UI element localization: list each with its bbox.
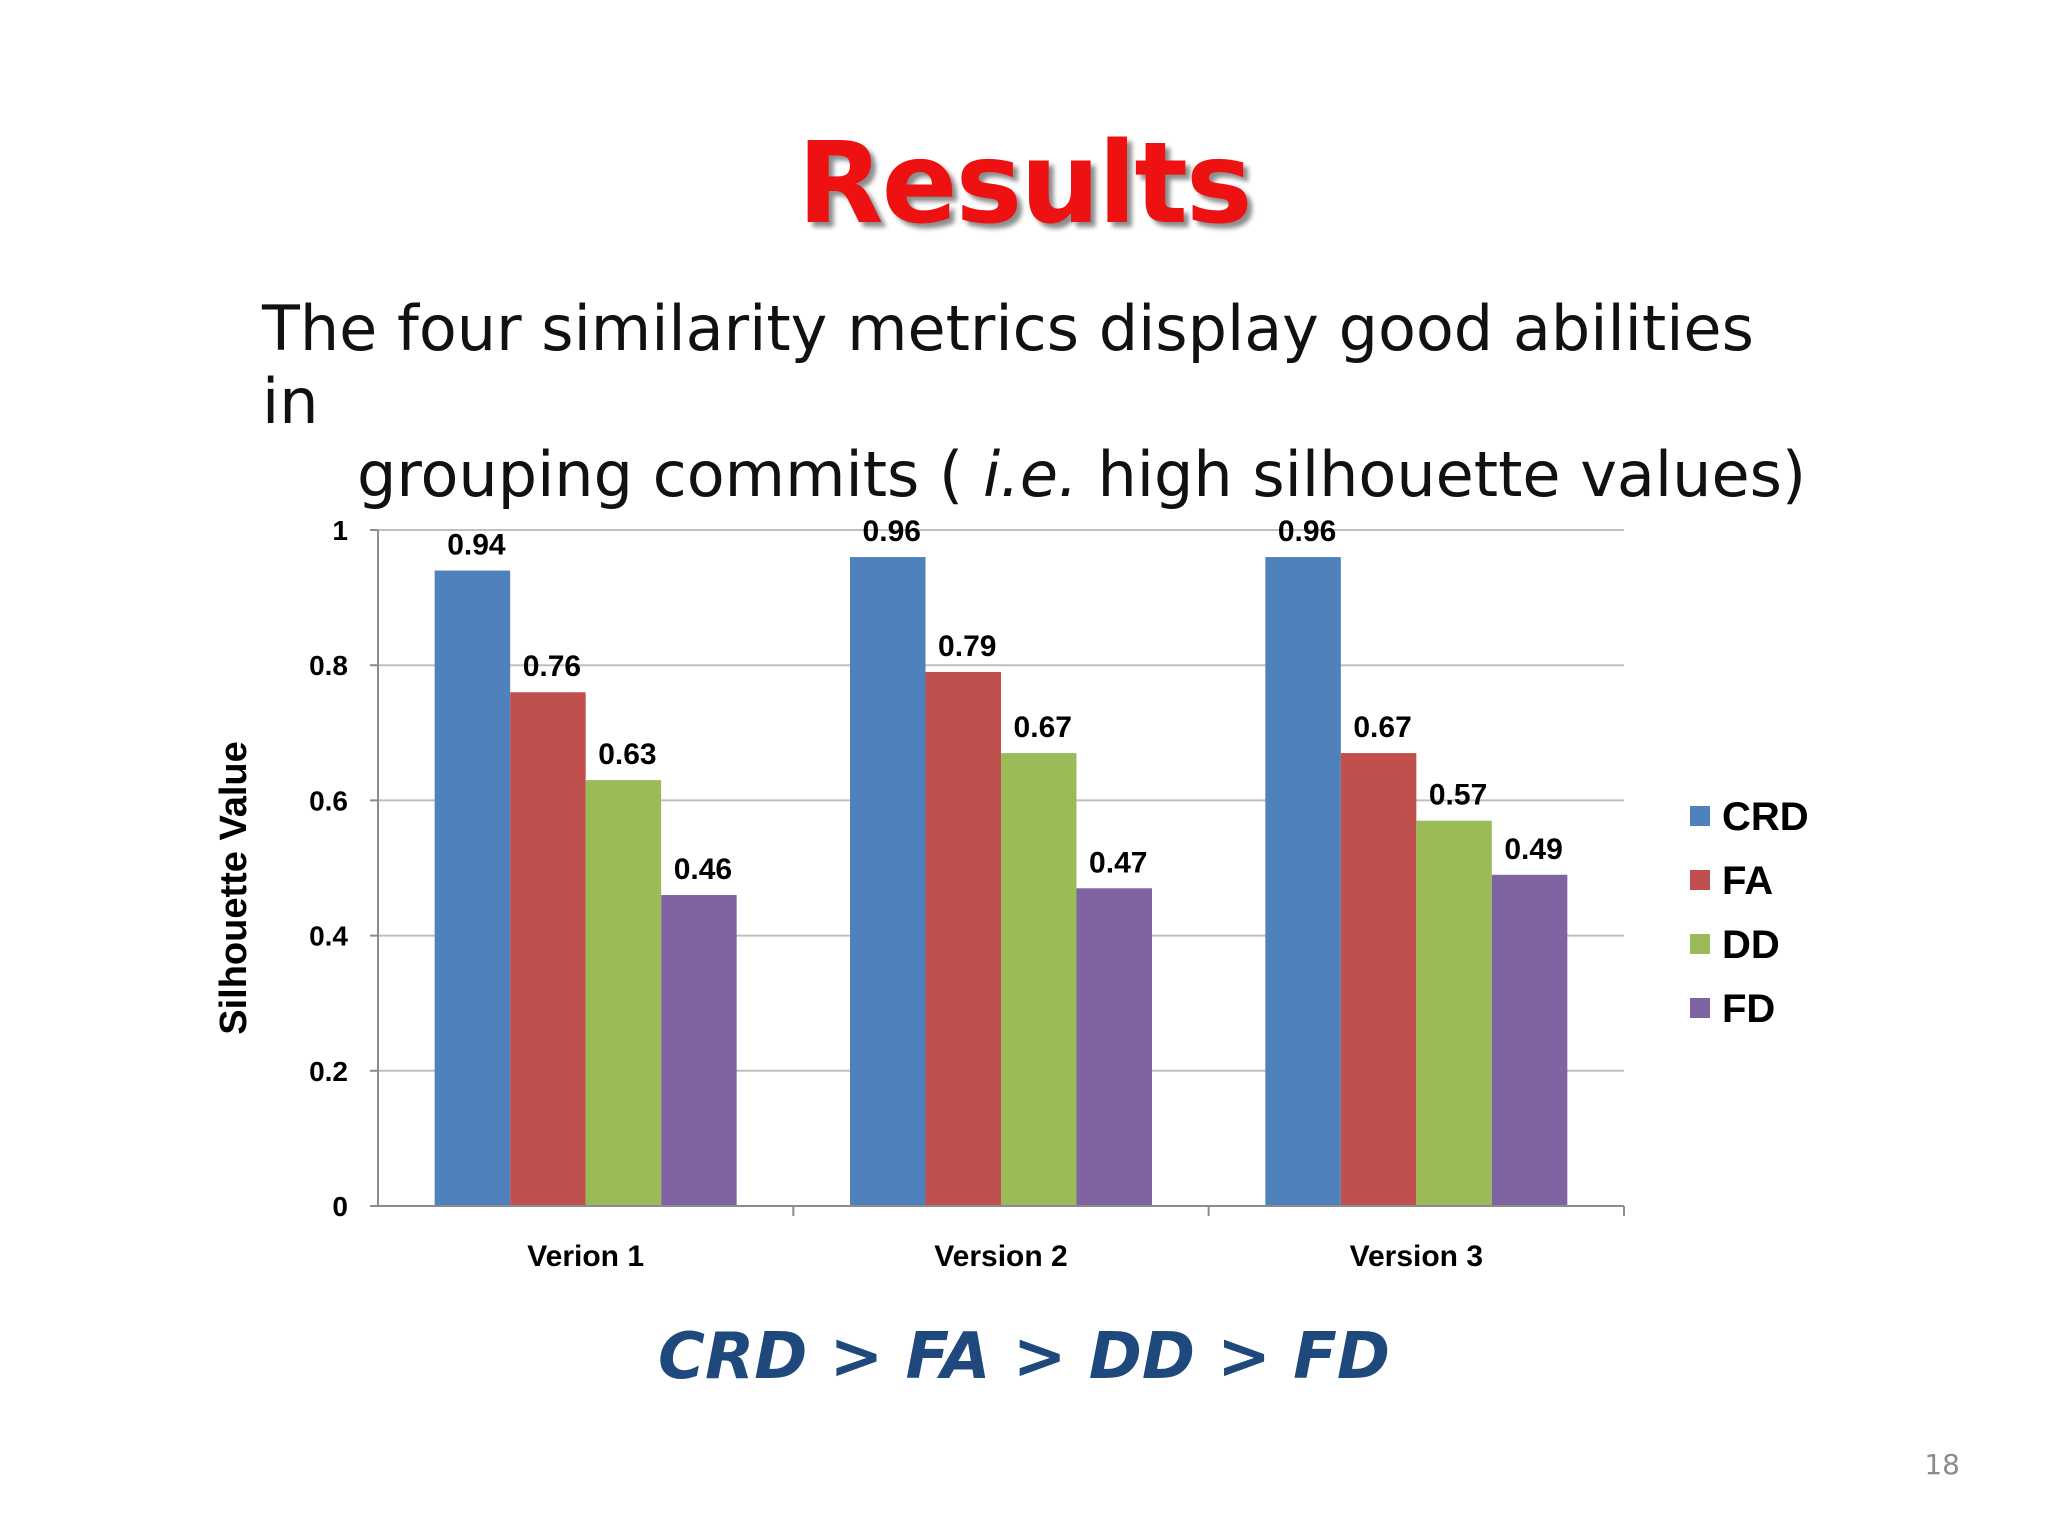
- subtitle-paren: (: [939, 438, 964, 511]
- data-label: 0.67: [1353, 711, 1411, 744]
- x-category-label: Version 2: [934, 1240, 1067, 1273]
- data-label: 0.46: [674, 853, 732, 886]
- legend: CRD FA DD FD: [1690, 795, 1809, 1031]
- x-category-label: Version 3: [1350, 1240, 1483, 1273]
- data-label: 0.49: [1504, 833, 1562, 866]
- bar-crd: [434, 570, 511, 1206]
- subtitle-italic-ie: i.e.: [982, 438, 1078, 511]
- subtitle-line-2-end: high silhouette values): [1097, 438, 1807, 511]
- legend-swatch-crd: [1690, 806, 1710, 826]
- subtitle: The four similarity metrics display good…: [262, 292, 1822, 511]
- data-label: 0.96: [1278, 515, 1336, 548]
- legend-label-fd: FD: [1722, 987, 1775, 1031]
- bar-fa: [925, 671, 1001, 1206]
- data-labels: 0.94 0.76 0.63 0.46 0.96 0.79 0.67 0.47 0.96 0.67…: [447, 515, 1563, 886]
- legend-swatch-fa: [1690, 870, 1710, 890]
- slide-title: Results: [797, 119, 1252, 249]
- bars: [434, 557, 1568, 1206]
- y-tick-label: 0.8: [309, 650, 348, 681]
- subtitle-line-2: grouping commits ( i.e. high silhouette …: [262, 438, 1822, 511]
- y-tick-label: 0.4: [309, 921, 348, 952]
- legend-swatch-fd: [1690, 998, 1710, 1018]
- data-label: 0.96: [863, 515, 921, 548]
- bar-crd: [850, 557, 926, 1206]
- x-category-label: Verion 1: [527, 1240, 644, 1273]
- data-label: 0.47: [1089, 846, 1147, 879]
- bar-fa: [1340, 753, 1417, 1206]
- data-label: 0.63: [598, 738, 656, 771]
- data-label: 0.79: [938, 630, 996, 663]
- bar-dd: [1416, 820, 1492, 1206]
- bar-fd: [1491, 874, 1568, 1206]
- page-number: 18: [1924, 1448, 1960, 1481]
- data-label: 0.67: [1014, 711, 1072, 744]
- bar-fd: [1076, 888, 1152, 1206]
- bar-dd: [585, 780, 662, 1206]
- bar-chart: 0 0.2 0.4 0.6 0.8 1 Silhouette Value Verion 1 Ve…: [213, 515, 1809, 1273]
- data-label: 0.57: [1429, 779, 1487, 812]
- bar-crd: [1265, 557, 1341, 1206]
- conclusion-text: CRD > FA > DD > FD: [657, 1320, 1391, 1394]
- y-tick-label: 0.6: [309, 785, 348, 816]
- legend-label-fa: FA: [1722, 859, 1773, 903]
- bar-fd: [661, 895, 737, 1206]
- y-tick-label: 1: [332, 515, 348, 546]
- y-axis-title: Silhouette Value: [213, 741, 255, 1035]
- data-label: 0.76: [523, 650, 581, 683]
- axes: 0 0.2 0.4 0.6 0.8 1 Silhouette Value Verion 1 Ve…: [213, 515, 1625, 1273]
- subtitle-line-2-text: grouping commits: [357, 438, 920, 511]
- bar-fa: [510, 692, 586, 1206]
- bar-dd: [1001, 753, 1077, 1206]
- y-tick-label: 0.2: [309, 1056, 348, 1087]
- legend-swatch-dd: [1690, 934, 1710, 954]
- legend-label-crd: CRD: [1722, 795, 1809, 839]
- y-tick-label: 0: [332, 1191, 348, 1222]
- legend-label-dd: DD: [1722, 923, 1780, 967]
- subtitle-line-1: The four similarity metrics display good…: [262, 292, 1754, 438]
- data-label: 0.94: [447, 529, 506, 562]
